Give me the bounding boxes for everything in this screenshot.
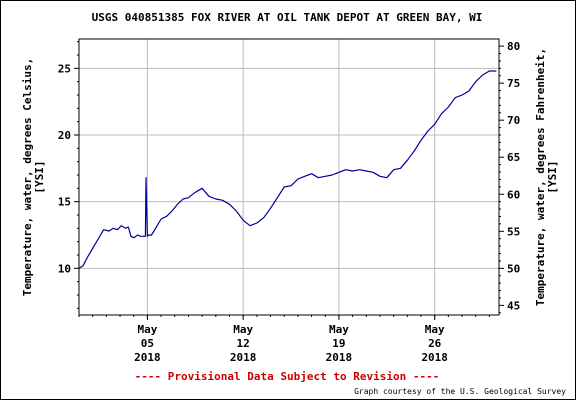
x-tick-label: May — [425, 323, 445, 336]
x-tick-label: 2018 — [326, 351, 353, 364]
y-tick-label-right: 75 — [507, 77, 520, 90]
plot-area-border — [78, 38, 500, 316]
y-tick-label-right: 80 — [507, 40, 520, 53]
x-tick-label: May — [137, 323, 157, 336]
y-tick-label-right: 60 — [507, 188, 520, 201]
x-tick-label: 2018 — [230, 351, 257, 364]
x-tick-label: 2018 — [421, 351, 448, 364]
series-line-temperature — [78, 70, 497, 269]
y-tick-label-right: 70 — [507, 114, 520, 127]
usgs-credit: Graph courtesy of the U.S. Geological Su… — [354, 387, 566, 396]
y-tick-label-right: 55 — [507, 225, 520, 238]
y-axis-label-left: Temperature, water, degrees Celsius, — [21, 58, 34, 296]
y-tick-label-left: 10 — [58, 262, 71, 275]
x-tick-label: May — [233, 323, 253, 336]
x-tick-label: 2018 — [134, 351, 161, 364]
y-tick-label-right: 50 — [507, 262, 520, 275]
x-tick-label: 05 — [141, 337, 154, 350]
x-tick-label: 26 — [428, 337, 442, 350]
y-axis-label-left-unit: [YSI] — [33, 160, 46, 193]
grid-lines — [79, 39, 499, 315]
x-tick-label: 19 — [332, 337, 345, 350]
tick-group: 101520254550556065707580May052018May1220… — [58, 40, 521, 364]
y-tick-label-left: 25 — [58, 62, 71, 75]
provisional-notice: ---- Provisional Data Subject to Revisio… — [135, 370, 440, 383]
series-group — [78, 70, 497, 269]
x-tick-label: 12 — [237, 337, 250, 350]
y-tick-label-right: 65 — [507, 151, 520, 164]
y-tick-label-left: 15 — [58, 196, 71, 209]
chart-title: USGS 040851385 FOX RIVER AT OIL TANK DEP… — [92, 11, 483, 24]
x-tick-label: May — [329, 323, 349, 336]
y-axis-label-right-unit: [YSI] — [546, 160, 559, 193]
y-axis-label-right: Temperature, water, degrees Fahrenheit, — [534, 48, 547, 306]
y-tick-label-left: 20 — [58, 129, 71, 142]
y-tick-label-right: 45 — [507, 299, 520, 312]
